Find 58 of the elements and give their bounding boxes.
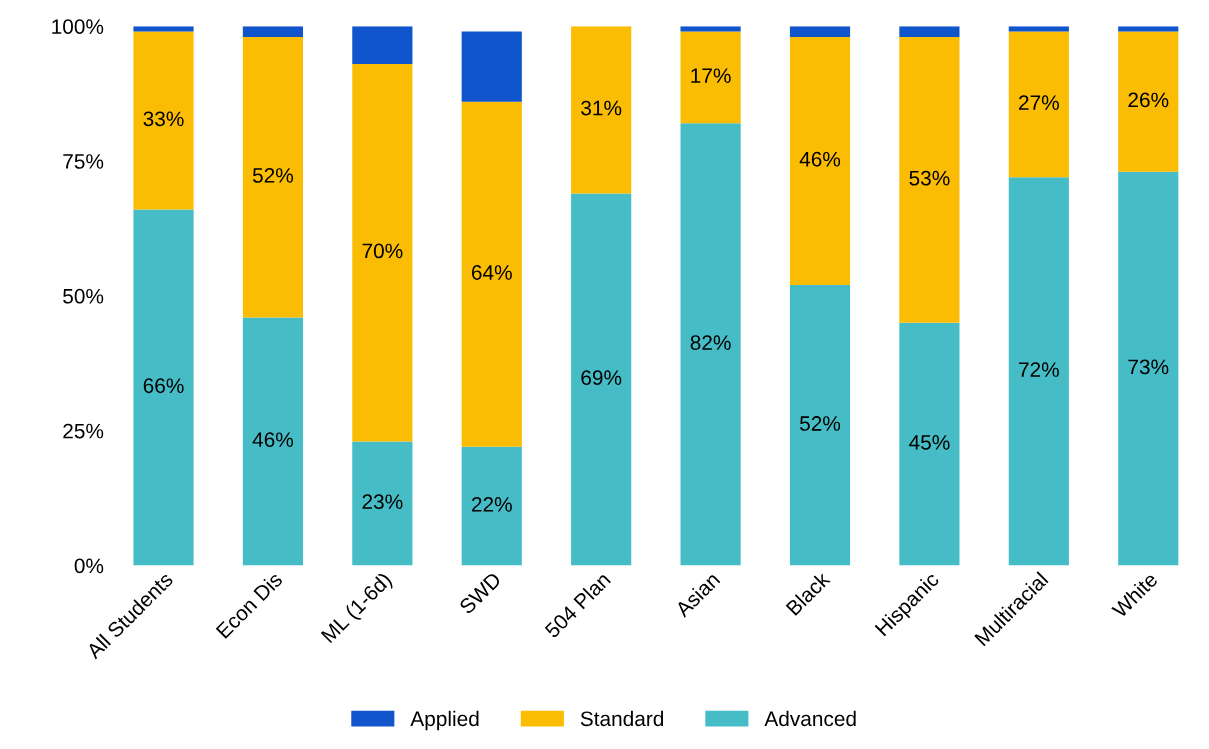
bar	[899, 26, 960, 37]
bar	[571, 26, 632, 194]
bar	[133, 209, 194, 566]
data-label: 46%	[252, 432, 294, 448]
legend-label: Applied	[410, 710, 479, 731]
data-label: 17%	[691, 68, 731, 83]
data-label: 45%	[909, 435, 950, 450]
data-label: 26%	[1128, 92, 1169, 108]
bar	[352, 441, 413, 566]
bar	[680, 123, 741, 566]
bar	[242, 317, 304, 566]
data-label: 52%	[252, 168, 294, 183]
bar	[133, 31, 194, 210]
bar	[899, 322, 960, 566]
data-label: 52%	[799, 416, 841, 431]
bar	[461, 446, 522, 566]
legend-label: Advanced	[764, 710, 856, 727]
bar	[1118, 26, 1179, 32]
bar	[352, 26, 413, 64]
data-label: 31%	[581, 100, 622, 116]
bar	[680, 31, 741, 124]
bar	[133, 26, 194, 32]
bar	[1008, 26, 1069, 32]
bar	[1118, 171, 1179, 566]
data-label: 69%	[581, 370, 622, 386]
bar	[1118, 31, 1179, 172]
data-label: 70%	[362, 243, 403, 259]
y-tick-label: 75%	[63, 154, 104, 169]
bar	[242, 26, 304, 37]
y-tick-label: 100%	[52, 19, 104, 34]
data-label: 23%	[362, 494, 403, 510]
data-label: 53%	[909, 170, 950, 186]
data-label: 33%	[143, 111, 184, 127]
data-label: 72%	[1019, 362, 1059, 377]
data-label: 27%	[1019, 95, 1059, 110]
bar	[789, 285, 851, 566]
bar	[1008, 177, 1069, 566]
data-label: 22%	[471, 497, 512, 512]
data-label: 64%	[471, 265, 512, 280]
bar	[789, 26, 851, 37]
data-label: 66%	[143, 378, 184, 394]
bar	[461, 101, 522, 447]
bar	[571, 193, 632, 566]
y-tick-label: 50%	[63, 288, 104, 304]
bar	[680, 26, 741, 32]
bar	[242, 37, 304, 318]
legend-label: Standard	[580, 710, 664, 727]
x-tick-label: 504 Plan	[543, 571, 612, 639]
data-label: 46%	[799, 151, 841, 167]
bar	[352, 63, 413, 442]
bar	[789, 37, 851, 286]
bar	[461, 31, 522, 102]
bar	[899, 37, 960, 323]
bar	[1008, 31, 1069, 178]
y-tick-label: 25%	[63, 423, 104, 439]
data-label: 82%	[690, 335, 731, 350]
data-label: 73%	[1128, 359, 1169, 375]
y-tick-label: 0%	[74, 558, 104, 574]
